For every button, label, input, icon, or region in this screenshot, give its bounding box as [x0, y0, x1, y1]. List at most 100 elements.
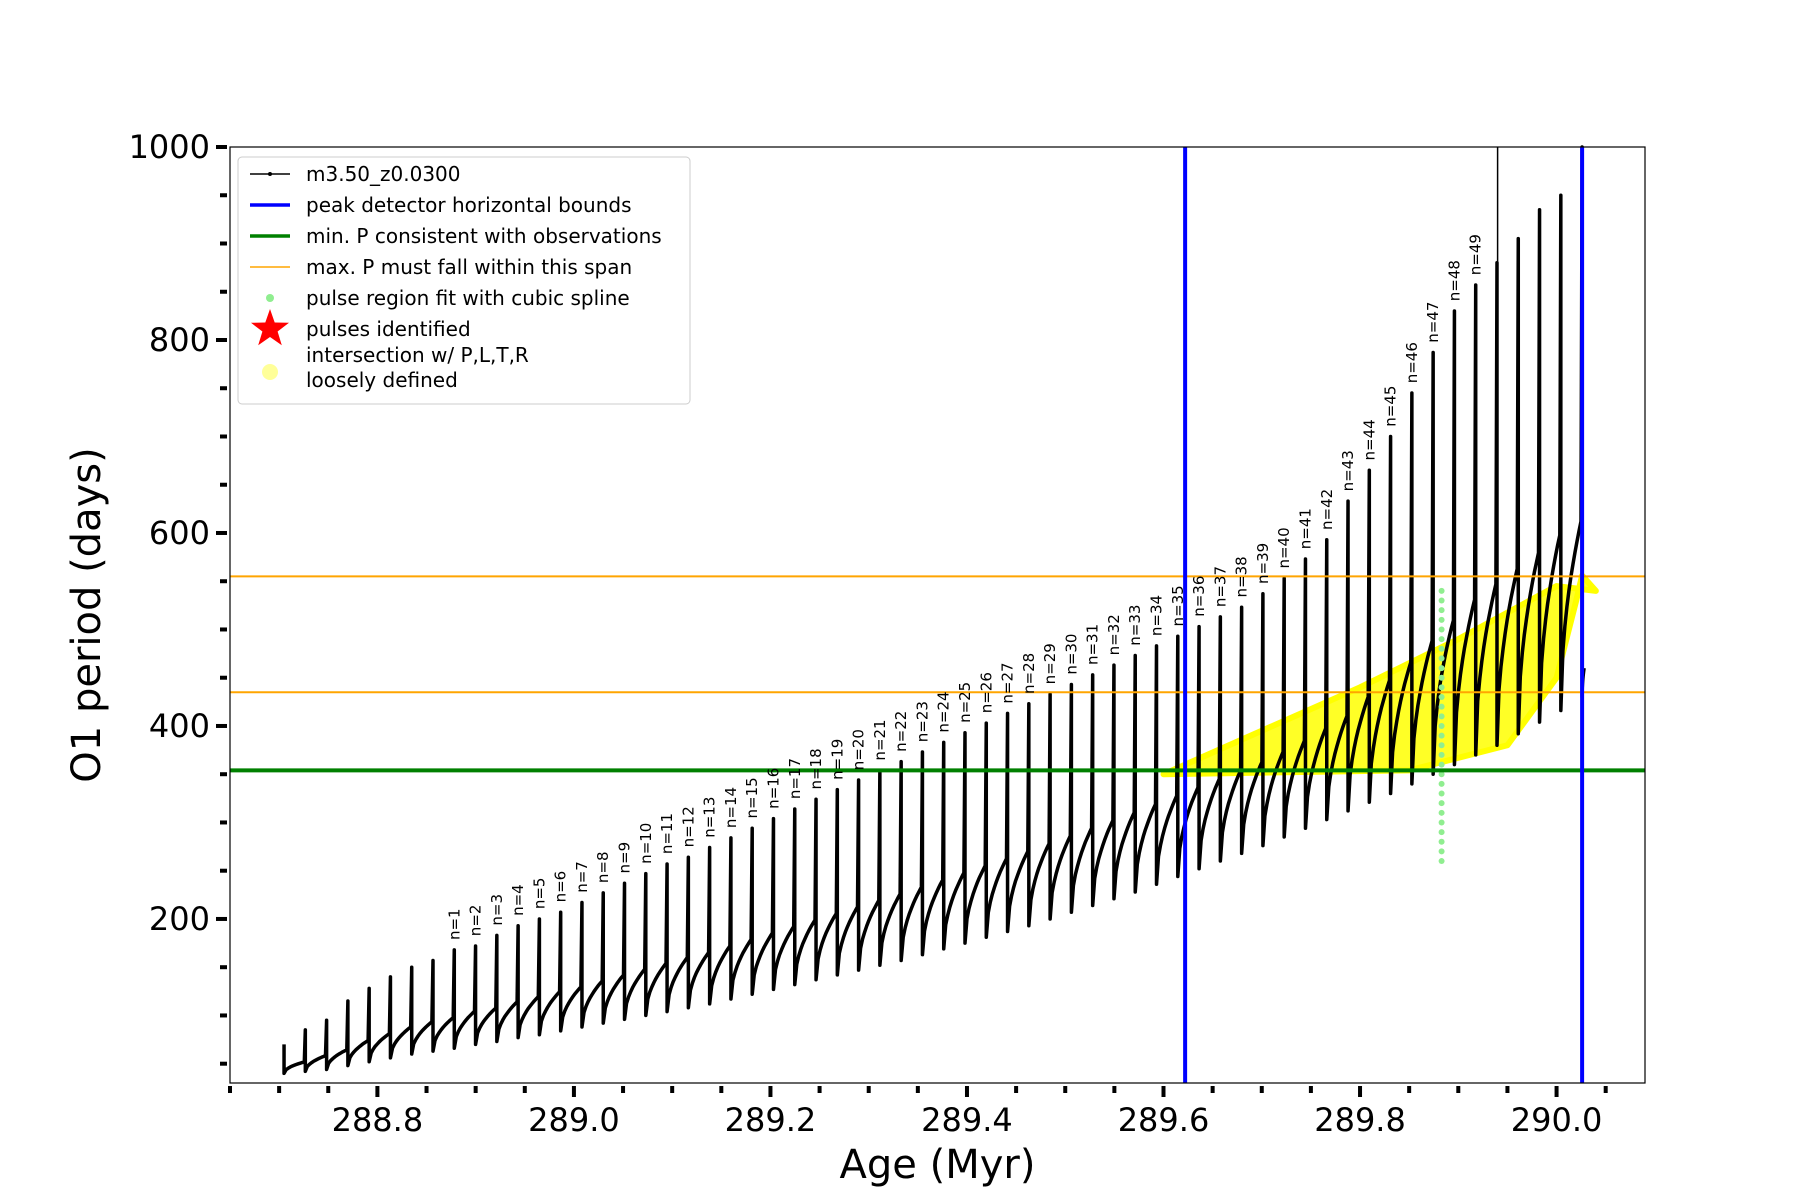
- legend-label: loosely defined: [306, 368, 458, 392]
- pulse-label: n=44: [1360, 419, 1378, 460]
- spline-point: [1438, 790, 1445, 797]
- legend-swatch: [266, 294, 274, 302]
- spline-point: [1438, 694, 1445, 701]
- pulse-label: n=46: [1403, 342, 1421, 383]
- x-tick-label: 289.6: [1118, 1101, 1210, 1139]
- pulse-label: n=5: [530, 878, 548, 910]
- pulse-label: n=1: [445, 908, 463, 940]
- pulse-label: n=9: [616, 842, 634, 874]
- legend-label: intersection w/ P,L,T,R: [306, 343, 529, 367]
- spline-point: [1438, 636, 1445, 643]
- pulse-label: n=39: [1254, 543, 1272, 584]
- y-tick-label: 600: [149, 514, 210, 552]
- spline-point: [1438, 819, 1445, 826]
- y-tick-label: 800: [149, 321, 210, 359]
- pulse-label: n=18: [807, 748, 825, 789]
- spline-point: [1438, 645, 1445, 652]
- pulse-label: n=12: [679, 806, 697, 847]
- spline-point: [1438, 616, 1445, 623]
- spline-region: [1438, 587, 1445, 865]
- spline-point: [1438, 800, 1445, 807]
- pulse-label: n=24: [935, 691, 953, 732]
- spline-point: [1438, 713, 1445, 720]
- spline-point: [1438, 751, 1445, 758]
- plot-frame: [229, 146, 1646, 1084]
- x-tick-label: 290.0: [1511, 1101, 1603, 1139]
- spline-point: [1438, 597, 1445, 604]
- pulse-label: n=19: [828, 739, 846, 780]
- pulse-label: n=4: [509, 884, 527, 916]
- spline-point: [1438, 742, 1445, 749]
- spline-point: [1438, 858, 1445, 865]
- spline-point: [1438, 848, 1445, 855]
- spline-point: [1438, 684, 1445, 691]
- pulse-label: n=17: [786, 758, 804, 799]
- pulse-labels: n=1 n=2 n=3 n=4 n=5 n=6 n=7 n=8 n=9 n=10 n=11 n=12 n…: [445, 234, 1484, 940]
- pulse-label: n=11: [658, 813, 676, 854]
- pulse-label: n=22: [892, 711, 910, 752]
- x-tick-label: 289.0: [528, 1101, 620, 1139]
- pulse-label: n=41: [1296, 508, 1314, 549]
- pulse-label: n=30: [1062, 634, 1080, 675]
- spline-point: [1438, 780, 1445, 787]
- spline-point: [1438, 829, 1445, 836]
- pulse-label: n=31: [1084, 624, 1102, 665]
- y-tick-label: 200: [149, 900, 210, 938]
- pulse-label: n=43: [1339, 450, 1357, 491]
- pulse-label: n=33: [1126, 605, 1144, 646]
- spline-point: [1438, 809, 1445, 816]
- reference-lines: [230, 147, 1645, 1083]
- series-line: [282, 145, 1586, 1076]
- spline-point: [1438, 665, 1445, 672]
- pulse-label: n=34: [1148, 595, 1166, 636]
- spline-point: [1438, 761, 1445, 768]
- pulse-label: n=45: [1382, 386, 1400, 427]
- spline-point: [1438, 732, 1445, 739]
- pulse-label: n=36: [1190, 576, 1208, 617]
- spline-point: [1438, 722, 1445, 729]
- pulse-label: n=28: [1020, 653, 1038, 694]
- y-tick-label: 400: [149, 707, 210, 745]
- pulse-label: n=27: [999, 662, 1017, 703]
- legend-box: [237, 156, 691, 405]
- pulse-label: n=16: [764, 768, 782, 809]
- pulse-label: n=10: [637, 823, 655, 864]
- pulse-label: n=15: [743, 777, 761, 818]
- x-tick-label: 288.8: [332, 1101, 424, 1139]
- spline-point: [1438, 771, 1445, 778]
- pulse-label: n=40: [1275, 527, 1293, 568]
- pulse-label: n=47: [1424, 302, 1442, 343]
- pulse-label: n=14: [722, 787, 740, 828]
- pulse-label: n=8: [594, 851, 612, 883]
- legend-label: max. P must fall within this span: [306, 255, 632, 279]
- pulse-label: n=37: [1211, 566, 1229, 607]
- x-tick-label: 289.2: [725, 1101, 817, 1139]
- legend-swatch: [251, 309, 289, 346]
- spline-point: [1438, 655, 1445, 662]
- pulse-label: n=13: [701, 797, 719, 838]
- y-axis-title: O1 period (days): [64, 447, 110, 782]
- pulse-series: [282, 145, 1586, 1076]
- y-tick-label: 1000: [129, 128, 210, 166]
- pulse-label: n=3: [488, 894, 506, 926]
- pulse-label: n=7: [573, 861, 591, 893]
- pulse-label: n=38: [1233, 556, 1251, 597]
- pulse-label: n=23: [913, 701, 931, 742]
- y-axis: 200 400 600 800 1000: [129, 128, 227, 1066]
- legend-label: pulse region fit with cubic spline: [306, 286, 630, 310]
- legend-label: min. P consistent with observations: [306, 224, 662, 248]
- legend-swatch: [268, 172, 272, 176]
- x-tick-label: 289.8: [1314, 1101, 1406, 1139]
- pulse-label: n=35: [1169, 585, 1187, 626]
- pulse-label: n=20: [850, 729, 868, 770]
- legend-swatch: [262, 364, 278, 380]
- spline-point: [1438, 587, 1445, 594]
- pulse-label: n=32: [1105, 614, 1123, 655]
- legend-label: peak detector horizontal bounds: [306, 193, 632, 217]
- spline-point: [1438, 703, 1445, 710]
- spline-point: [1438, 838, 1445, 845]
- pulse-label: n=21: [871, 719, 889, 760]
- pulse-label: n=48: [1445, 260, 1463, 301]
- spline-point: [1438, 626, 1445, 633]
